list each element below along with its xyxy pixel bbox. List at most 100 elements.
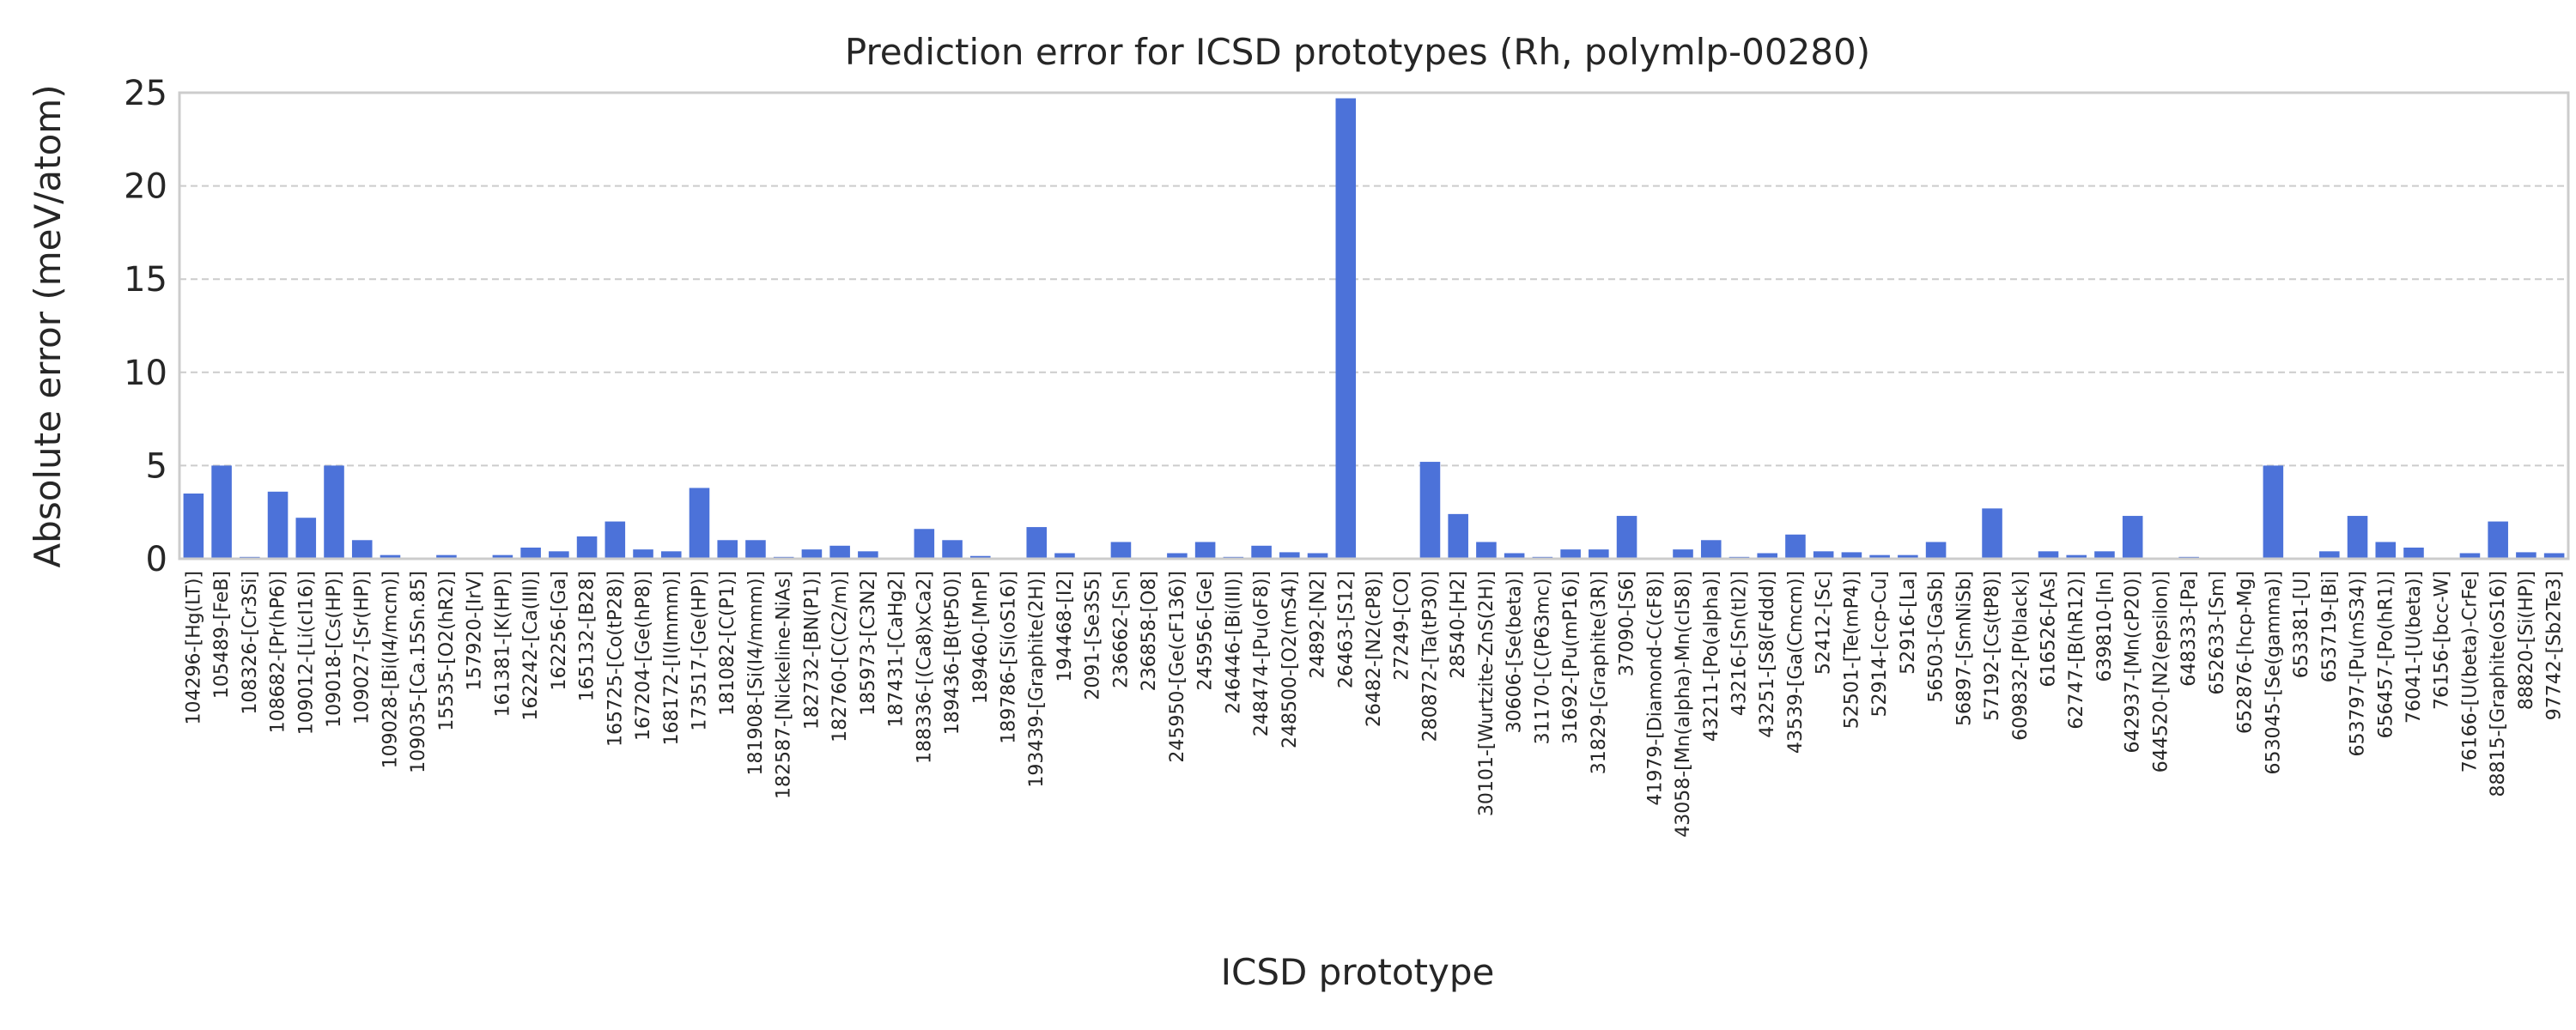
bar (1757, 553, 1777, 559)
x-tick-label: 43539-[Ga(Cmcm)] (1785, 571, 1807, 754)
x-tick-label: 76166-[U(beta)-CrFe] (2459, 571, 2481, 772)
y-tick-label: 5 (146, 446, 167, 486)
bar (267, 491, 289, 559)
y-tick-label: 10 (124, 354, 167, 393)
y-axis-label: Absolute error (meV/atom) (27, 84, 69, 567)
x-tick-label: 31170-[C(P63mc)] (1532, 571, 1553, 744)
bar (2488, 521, 2508, 559)
x-tick-label: 162242-[Ca(III)] (520, 571, 542, 721)
bar (576, 536, 598, 559)
bar (1335, 98, 1357, 560)
bar (2459, 553, 2481, 559)
x-tick-label: 56503-[GaSb] (1926, 571, 1947, 703)
x-tick-label: 653381-[U] (2291, 571, 2312, 678)
y-tick-label: 25 (124, 74, 167, 113)
x-tick-label: 189786-[Si(oS16)] (999, 571, 1020, 744)
x-tick-label: 52914-[ccp-Cu] (1869, 571, 1891, 718)
x-tick-label: 248500-[O2(mS4)] (1279, 571, 1301, 748)
x-tick-label: 43211-[Po(alpha)] (1701, 571, 1722, 742)
x-tick-label: 648333-[Pa] (2178, 571, 2200, 687)
x-tick-label: 52501-[Te(mP4)] (1841, 571, 1862, 729)
bar (914, 529, 935, 559)
x-tick-label: 168172-[I(Immm)] (661, 571, 683, 746)
x-tick-label: 43058-[Mn(alpha)-Mn(cI58)] (1673, 571, 1694, 838)
x-tick-label: 245950-[Ge(cF136)] (1167, 571, 1188, 763)
gridlines (179, 185, 2568, 467)
bar (660, 551, 682, 559)
x-tick-label: 57192-[Cs(tP8)] (1982, 571, 2003, 721)
x-tick-label: 56897-[SmNiSb] (1953, 571, 1975, 726)
x-tick-label: 181082-[C(P1)] (717, 571, 738, 716)
x-tick-label: 644520-[N2(epsilon)] (2150, 571, 2172, 772)
x-tick-label: 246446-[Bi(III)] (1223, 571, 1244, 714)
bar (2066, 554, 2087, 559)
chart-title: Prediction error for ICSD prototypes (Rh… (845, 31, 1870, 73)
bar (2375, 542, 2397, 559)
x-tick-label: 97742-[Sb2Te3] (2544, 571, 2566, 720)
x-tick-label: 31829-[Graphite(3R)] (1589, 571, 1610, 774)
bar (633, 549, 653, 559)
bar (1869, 554, 1890, 559)
x-tick-label: 26463-[S12] (1335, 571, 1357, 688)
bar (183, 493, 204, 559)
bar (351, 540, 373, 559)
bar (492, 554, 513, 559)
x-tick-label: 165725-[Co(tP28)] (605, 571, 626, 747)
x-tick-label: 182760-[C(C2/m)] (829, 571, 851, 742)
bar (295, 518, 317, 559)
bar (1476, 542, 1497, 559)
x-tick-label: 109035-[Ca.15Sn.85] (408, 571, 429, 773)
bar (1279, 552, 1300, 559)
x-tick-label: 188336-[(Ca8)xCa2] (914, 571, 935, 764)
x-tick-label: 194468-[I2] (1054, 571, 1076, 682)
bar (1251, 545, 1272, 559)
bar (1419, 462, 1441, 559)
x-tick-label: 15535-[O2(hR2)] (436, 571, 458, 731)
x-tick-label: 88820-[Si(HP)] (2516, 571, 2537, 710)
bar (1785, 534, 1806, 559)
x-tick-label: 616526-[As] (2038, 571, 2060, 688)
x-tick-label: 108682-[Pr(hP6)] (268, 571, 289, 733)
x-tick-label: 162256-[Ga] (549, 571, 570, 691)
bar (1925, 542, 1947, 559)
bar (2516, 552, 2537, 559)
x-tick-label: 236858-[O8] (1139, 571, 1160, 691)
x-tick-label: 52916-[La] (1898, 571, 1919, 675)
x-tick-label: 653719-[Bi] (2319, 571, 2341, 682)
bar (689, 488, 710, 559)
x-tick-label: 43216-[Sn(tI2)] (1728, 571, 1750, 716)
bar (1167, 553, 1188, 559)
x-tick-label: 76041-[U(beta)] (2403, 571, 2425, 724)
x-tick-label: 189460-[MnP] (970, 571, 992, 704)
x-tick-label: 105489-[FeB] (211, 571, 233, 699)
bar (2319, 551, 2340, 559)
x-tick-label: 245956-[Ge] (1195, 571, 1217, 691)
bar (2094, 551, 2115, 559)
bar (745, 540, 766, 559)
x-tick-label: 109027-[Sr(HP)] (352, 571, 374, 724)
x-tick-label: 182732-[BN(P1)] (801, 571, 823, 730)
bar (2347, 516, 2368, 559)
x-tick-label: 109018-[Cs(HP)] (324, 571, 345, 728)
bar (1841, 552, 1862, 559)
x-tick-label: 52412-[Sc] (1814, 571, 1835, 675)
bar (2403, 547, 2424, 559)
x-tick-label: 280872-[Ta(tP30)] (1419, 571, 1441, 742)
bar (1898, 554, 1918, 559)
x-tick-label: 30606-[Se(beta)] (1504, 571, 1526, 733)
bar (436, 554, 457, 559)
x-tick-label: 26482-[N2(cP8)] (1364, 571, 1385, 727)
bar (717, 540, 738, 559)
bar (1054, 553, 1075, 559)
bar (2122, 516, 2143, 559)
bar (2263, 465, 2284, 559)
bar (2038, 551, 2059, 559)
x-tick-label: 173517-[Ge(HP)] (689, 571, 710, 731)
bar (1589, 549, 1609, 559)
bar (211, 465, 232, 559)
x-tick-label: 161381-[K(HP)] (492, 571, 513, 718)
bar (1616, 516, 1637, 559)
x-tick-label: 189436-[B(tP50)] (942, 571, 963, 735)
plot-frame (178, 91, 2570, 560)
